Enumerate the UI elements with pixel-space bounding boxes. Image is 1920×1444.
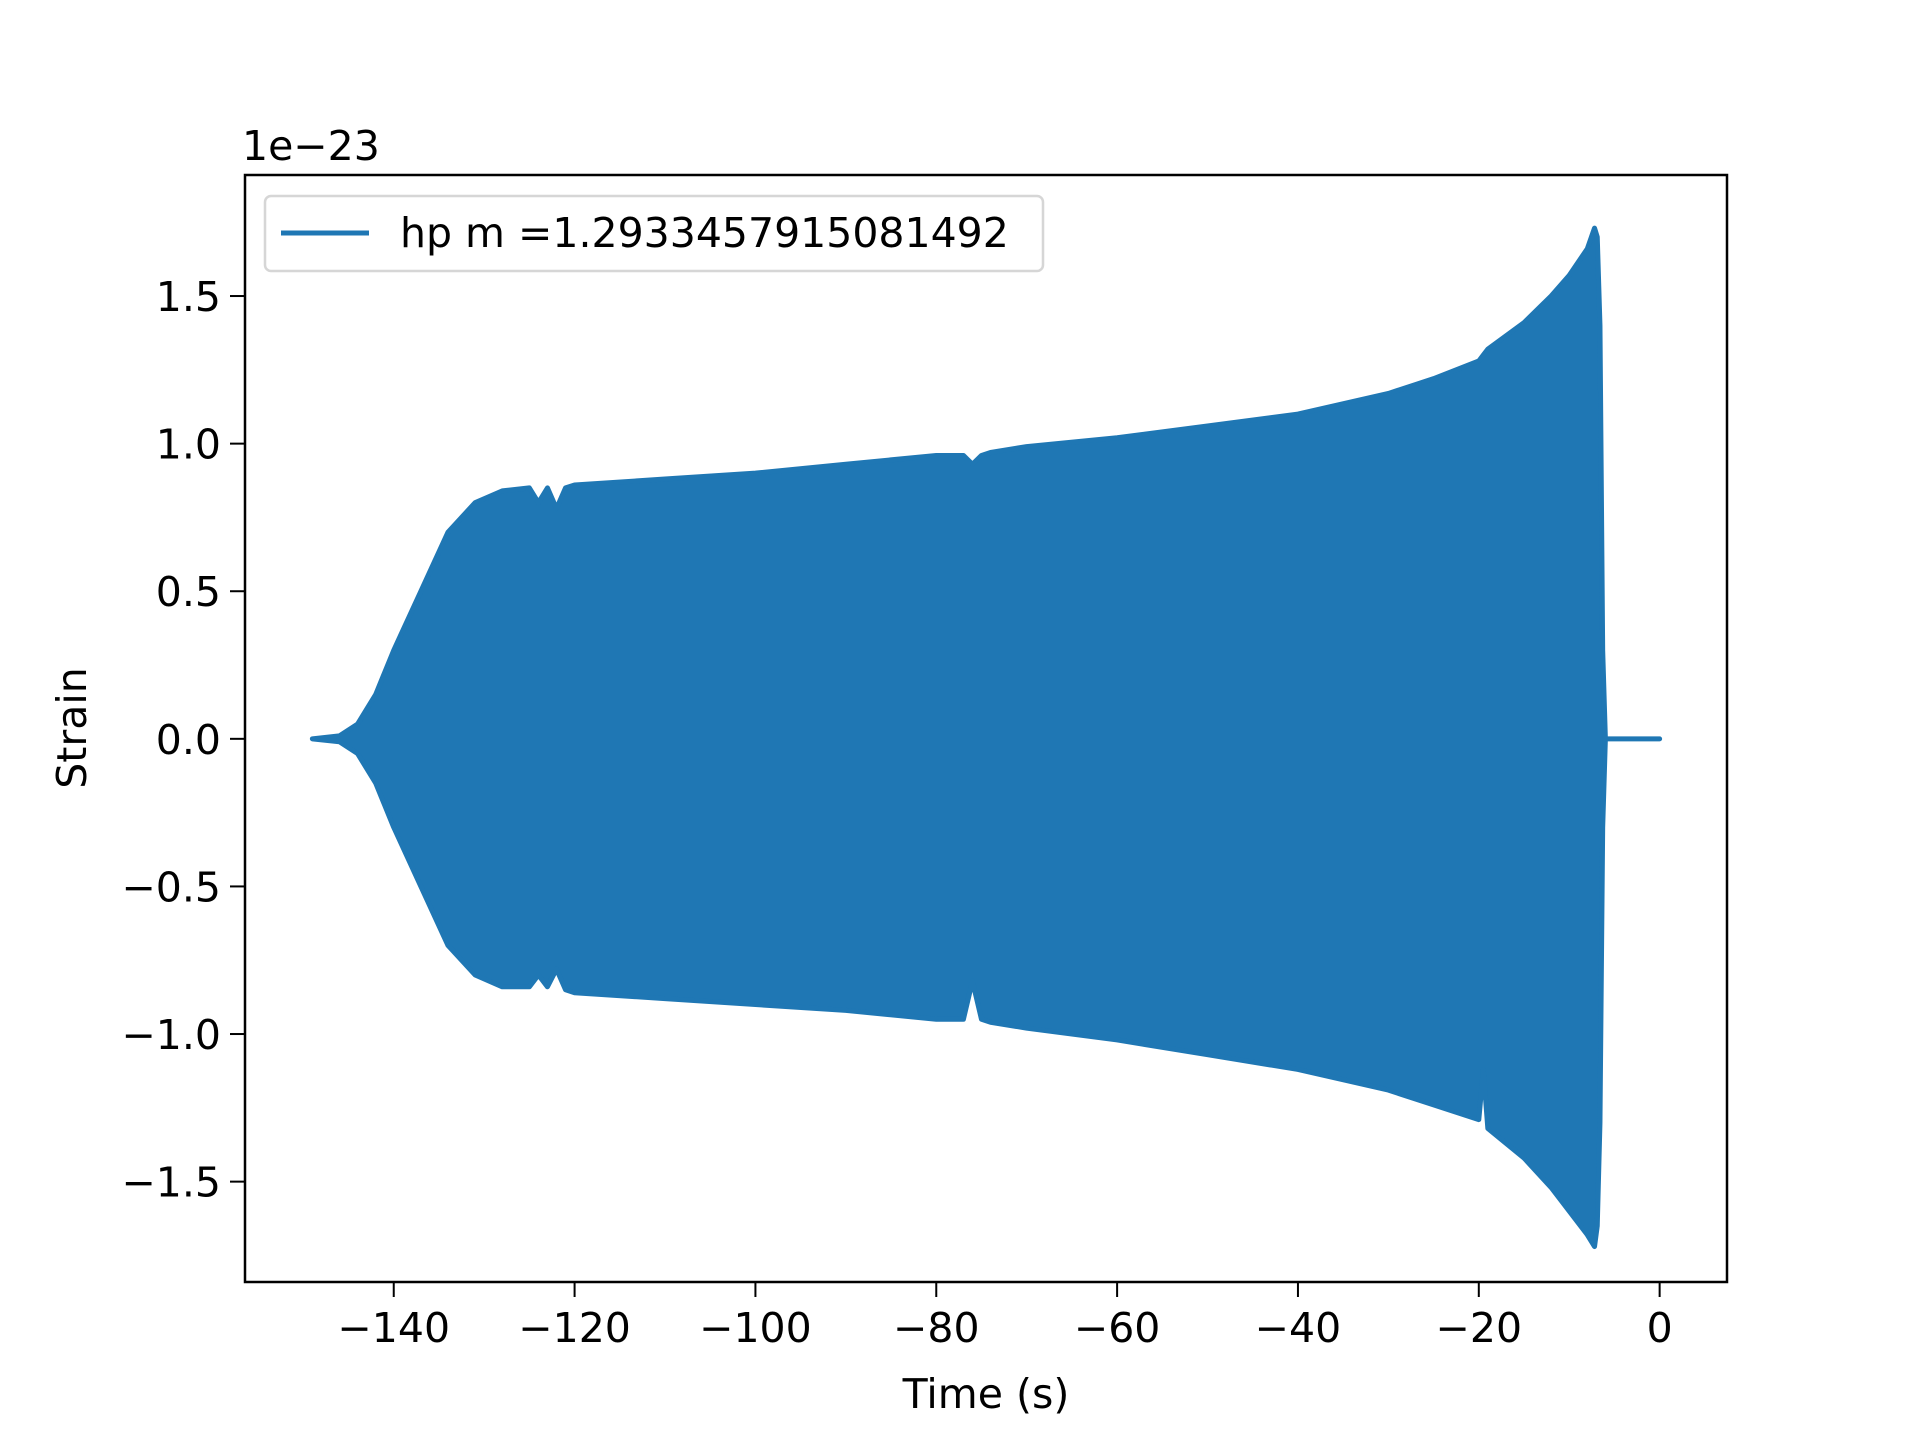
x-tick-label: −100 xyxy=(699,1304,812,1352)
y-tick-label: −1.5 xyxy=(121,1159,221,1207)
y-axis: −1.5 −1.0 −0.5 0.0 0.5 1.0 1.5 xyxy=(121,273,245,1207)
x-tick-label: −80 xyxy=(893,1304,980,1352)
axes-frame xyxy=(243,173,1729,1284)
x-axis-label: Time (s) xyxy=(902,1370,1070,1418)
x-tick-label: −120 xyxy=(518,1304,631,1352)
y-offset-label: 1e−23 xyxy=(242,122,380,170)
y-tick-label: 0.0 xyxy=(156,716,221,764)
x-tick-label: −60 xyxy=(1074,1304,1161,1352)
legend-box xyxy=(263,194,1045,273)
y-tick-label: 1.5 xyxy=(156,273,221,321)
y-tick-label: −1.0 xyxy=(121,1011,221,1059)
y-tick-label: 0.5 xyxy=(156,568,221,616)
y-tick-label: 1.0 xyxy=(156,421,221,469)
legend: hp m =1.2933457915081492 xyxy=(263,194,1045,273)
y-axis-label: Strain xyxy=(48,667,96,788)
x-tick-label: 0 xyxy=(1647,1304,1673,1352)
plot-area xyxy=(309,225,1663,1250)
x-axis: −140 −120 −100 −80 −60 −40 −20 0 xyxy=(337,1282,1673,1352)
x-tick-label: −140 xyxy=(337,1304,450,1352)
y-tick-label: −0.5 xyxy=(121,863,221,911)
x-tick-label: −20 xyxy=(1436,1304,1523,1352)
waveform-series xyxy=(309,225,1663,1250)
legend-label: hp m =1.2933457915081492 xyxy=(400,209,1009,257)
x-tick-label: −40 xyxy=(1255,1304,1342,1352)
